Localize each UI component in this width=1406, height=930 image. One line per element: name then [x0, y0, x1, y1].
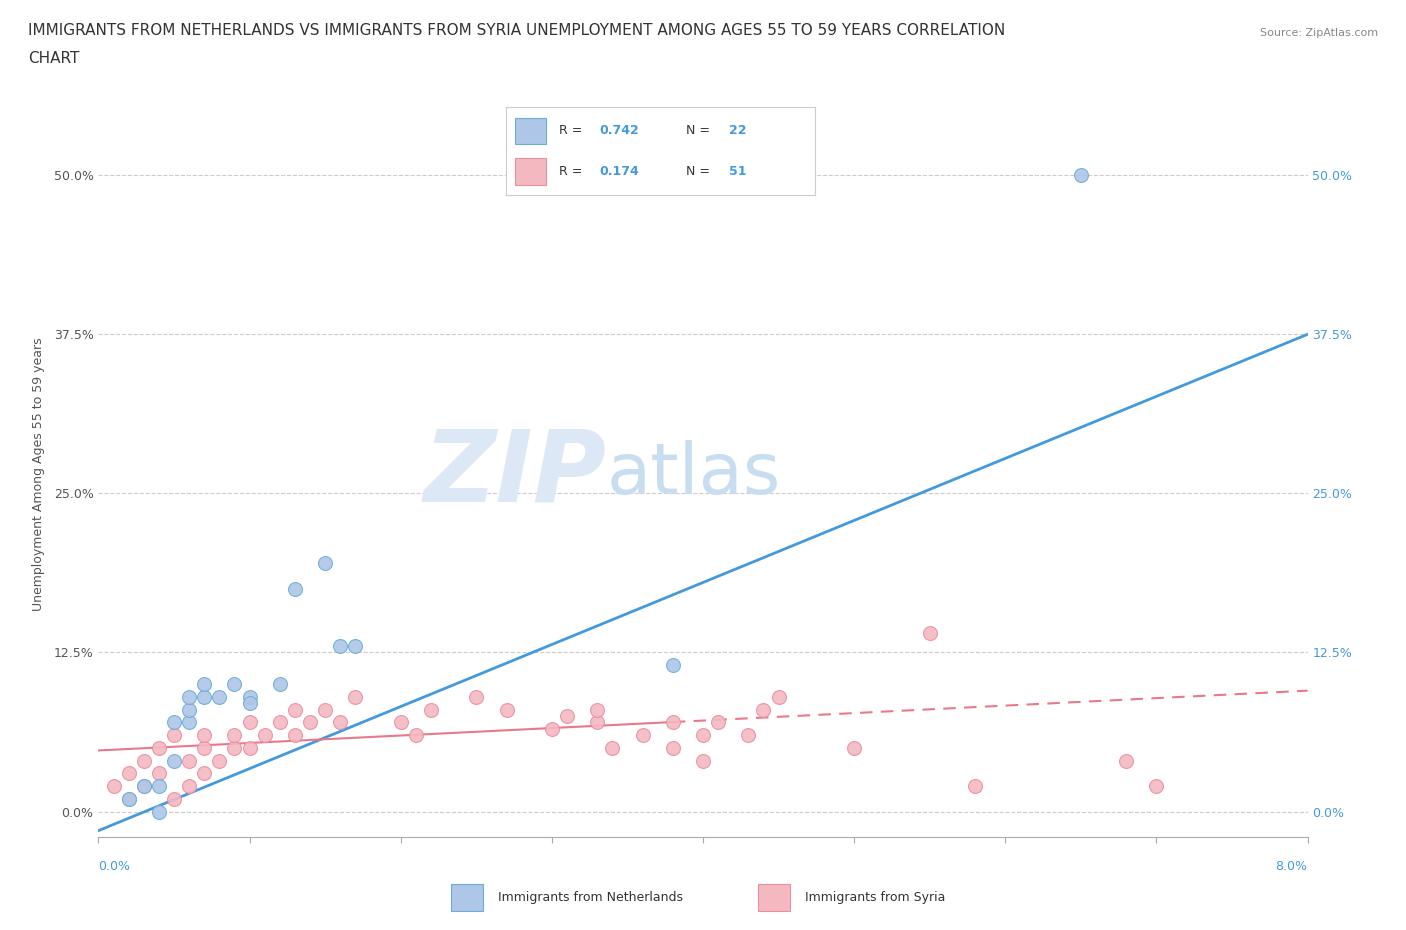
- Point: [737, 728, 759, 743]
- Text: atlas: atlas: [606, 440, 780, 509]
- Point: [163, 728, 186, 743]
- Point: [586, 715, 609, 730]
- Point: [692, 753, 714, 768]
- Point: [768, 689, 790, 704]
- Point: [148, 740, 170, 755]
- Point: [1146, 778, 1168, 793]
- Point: [179, 689, 201, 704]
- Point: [329, 639, 352, 654]
- Text: IMMIGRANTS FROM NETHERLANDS VS IMMIGRANTS FROM SYRIA UNEMPLOYMENT AMONG AGES 55 : IMMIGRANTS FROM NETHERLANDS VS IMMIGRANT…: [28, 23, 1005, 38]
- Point: [239, 696, 262, 711]
- Point: [541, 722, 564, 737]
- Point: [224, 677, 246, 692]
- Point: [193, 689, 215, 704]
- Point: [118, 791, 141, 806]
- Point: [148, 778, 170, 793]
- Point: [344, 639, 367, 654]
- Point: [284, 728, 307, 743]
- Point: [329, 715, 352, 730]
- Point: [269, 677, 291, 692]
- Point: [193, 766, 215, 781]
- Point: [193, 677, 215, 692]
- Point: [389, 715, 412, 730]
- Point: [132, 778, 155, 793]
- Point: [239, 740, 262, 755]
- Point: [179, 715, 201, 730]
- Text: ZIP: ZIP: [423, 426, 606, 523]
- Point: [314, 702, 336, 717]
- Point: [132, 778, 155, 793]
- Point: [495, 702, 517, 717]
- Text: Source: ZipAtlas.com: Source: ZipAtlas.com: [1260, 28, 1378, 38]
- Point: [239, 715, 262, 730]
- Point: [662, 658, 685, 672]
- Point: [132, 753, 155, 768]
- Bar: [516, 158, 547, 185]
- Point: [844, 740, 866, 755]
- Point: [420, 702, 443, 717]
- Point: [163, 791, 186, 806]
- Point: [752, 702, 775, 717]
- Point: [586, 702, 609, 717]
- Point: [965, 778, 987, 793]
- Point: [1070, 167, 1092, 182]
- Point: [239, 689, 262, 704]
- Point: [224, 728, 246, 743]
- Text: 0.0%: 0.0%: [98, 860, 131, 873]
- Point: [103, 778, 125, 793]
- Y-axis label: Unemployment Among Ages 55 to 59 years: Unemployment Among Ages 55 to 59 years: [32, 338, 45, 611]
- Bar: [451, 884, 482, 911]
- Text: 22: 22: [728, 125, 747, 138]
- Point: [602, 740, 624, 755]
- Point: [148, 766, 170, 781]
- Point: [631, 728, 654, 743]
- Text: 51: 51: [728, 165, 747, 178]
- Point: [118, 791, 141, 806]
- Text: 8.0%: 8.0%: [1275, 860, 1308, 873]
- Point: [555, 709, 578, 724]
- Point: [284, 702, 307, 717]
- Point: [148, 804, 170, 819]
- Point: [314, 556, 336, 571]
- Point: [692, 728, 714, 743]
- Point: [208, 753, 231, 768]
- Point: [1115, 753, 1137, 768]
- Text: N =: N =: [686, 165, 714, 178]
- Bar: [758, 884, 790, 911]
- Point: [193, 740, 215, 755]
- Point: [662, 715, 685, 730]
- Point: [224, 740, 246, 755]
- Point: [284, 581, 307, 596]
- Point: [163, 715, 186, 730]
- Text: CHART: CHART: [28, 51, 80, 66]
- Point: [405, 728, 427, 743]
- Point: [918, 626, 941, 641]
- Text: 0.174: 0.174: [599, 165, 638, 178]
- Point: [253, 728, 276, 743]
- Text: Immigrants from Netherlands: Immigrants from Netherlands: [498, 891, 683, 904]
- Text: N =: N =: [686, 125, 714, 138]
- Point: [208, 689, 231, 704]
- Text: R =: R =: [558, 165, 586, 178]
- Text: 0.742: 0.742: [599, 125, 638, 138]
- Point: [179, 753, 201, 768]
- Point: [193, 728, 215, 743]
- Point: [118, 766, 141, 781]
- Point: [662, 740, 685, 755]
- Point: [163, 753, 186, 768]
- Text: Immigrants from Syria: Immigrants from Syria: [806, 891, 946, 904]
- Point: [299, 715, 322, 730]
- Bar: [516, 117, 547, 144]
- Text: R =: R =: [558, 125, 586, 138]
- Point: [344, 689, 367, 704]
- Point: [269, 715, 291, 730]
- Point: [179, 702, 201, 717]
- Point: [465, 689, 488, 704]
- Point: [179, 778, 201, 793]
- Point: [707, 715, 730, 730]
